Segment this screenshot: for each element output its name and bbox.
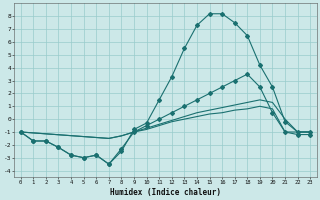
X-axis label: Humidex (Indice chaleur): Humidex (Indice chaleur): [110, 188, 221, 197]
